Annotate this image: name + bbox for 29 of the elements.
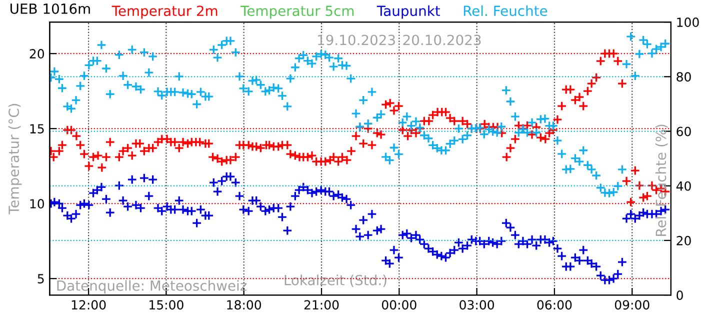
y2-tick-label: 40 — [676, 181, 691, 191]
y2-tick-label: 60 — [676, 126, 691, 136]
text: Taupunkt — [376, 5, 440, 19]
annotation: 19.10.2023 — [318, 34, 395, 46]
y2-axis-title: Rel. Feuchte (%) — [655, 124, 668, 236]
x-tick-label: 15:00 — [150, 300, 184, 310]
y2-tick-label: 100 — [677, 18, 699, 28]
y2-tick-label: 80 — [676, 72, 691, 82]
x-tick-label: 18:00 — [227, 300, 262, 310]
text: Temperatur 2m — [112, 6, 218, 19]
y-tick-label: 10 — [30, 199, 44, 208]
legend-label: Temperatur 5cm — [240, 6, 354, 19]
y-tick-label: 20 — [30, 49, 44, 58]
x-tick-label: 00:00 — [382, 300, 416, 310]
y-tick-label: 5 — [38, 274, 44, 284]
annotation: Datenquelle: Meteoschweiz — [57, 280, 247, 294]
x-tick-label: 03:00 — [460, 300, 494, 310]
x-tick-label: 06:00 — [537, 300, 572, 310]
chart-title: UEB 1016m — [10, 3, 90, 14]
y2-tick-label: 0 — [676, 290, 683, 300]
x-tick-label: 12:00 — [72, 300, 106, 310]
text: Rel. Feuchte — [464, 5, 548, 16]
y-tick-label: 15 — [30, 124, 44, 134]
y-axis-title: Temperatur (°C) — [8, 104, 22, 214]
y2-tick-label: 20 — [676, 236, 691, 246]
x-tick-label: 09:00 — [614, 300, 650, 310]
x-tick-label: 21:00 — [304, 300, 339, 310]
x-axis-title: Lokalzeit (Std.) — [284, 274, 386, 287]
annotation: 20.10.2023 — [403, 34, 481, 46]
